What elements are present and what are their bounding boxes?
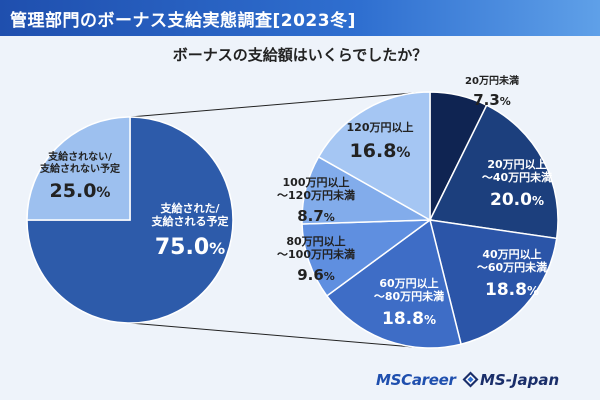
connector-line-top bbox=[129, 91, 420, 118]
pie-slice bbox=[26, 116, 131, 221]
connector-line-bottom bbox=[129, 322, 420, 349]
pie-slice-value: 16.8% bbox=[350, 140, 411, 162]
header-banner: 管理部門のボーナス支給実態調査[2023冬] bbox=[0, 0, 600, 36]
msjapan-logo: MS-Japan bbox=[480, 371, 560, 389]
pie-slice-label: 〜80万円未満 bbox=[374, 289, 444, 303]
pie-slice-value: 7.3% bbox=[473, 91, 511, 109]
pie-slice bbox=[26, 116, 234, 324]
mscareer-logo: MSCareer bbox=[376, 371, 456, 389]
pie-slice-value: 20.0% bbox=[490, 190, 544, 210]
pie-slice-label: 120万円以上 bbox=[347, 120, 414, 134]
pie-slice-label: 〜60万円未満 bbox=[477, 260, 547, 274]
pie-slice-label: 〜40万円未満 bbox=[482, 170, 552, 184]
pie-slice-value: 18.8% bbox=[382, 309, 436, 329]
footer-logos: MSCareer MS-Japan bbox=[376, 371, 596, 395]
pie-slice bbox=[428, 104, 559, 240]
pie-slice bbox=[301, 219, 433, 297]
pie-slice-label: 60万円以上 bbox=[379, 276, 438, 290]
pie-slice-label: 支給されない/ bbox=[47, 150, 112, 163]
pie-slice-label: 〜120万円未満 bbox=[277, 188, 355, 202]
diamond-logo-icon bbox=[462, 371, 479, 388]
page-title: 管理部門のボーナス支給実態調査[2023冬] bbox=[10, 11, 356, 31]
chart-question: ボーナスの支給額はいくらでしたか？ bbox=[172, 46, 428, 64]
pie-slice-value: 25.0% bbox=[50, 180, 111, 202]
pie-slice-label: 支給されない予定 bbox=[39, 162, 120, 175]
pie-slice-label: 80万円以上 bbox=[286, 234, 345, 248]
pie-slice-value: 18.8% bbox=[485, 280, 539, 300]
pie-slice-value: 75.0% bbox=[155, 235, 225, 260]
pie-slice-value: 8.7% bbox=[297, 207, 335, 225]
pie-slice-label: 〜100万円未満 bbox=[277, 247, 355, 261]
pie-slice-label: 20万円以上 bbox=[487, 157, 546, 171]
pie-slice bbox=[325, 218, 462, 349]
pie-slice-value: 9.6% bbox=[297, 266, 335, 284]
pie-slice bbox=[429, 219, 558, 346]
pie-slice bbox=[317, 91, 431, 222]
pie-slice-label: 支給された/ bbox=[159, 201, 220, 215]
pie-slice-label: 20万円未満 bbox=[465, 74, 519, 87]
pie-slice-label: 支給される予定 bbox=[151, 214, 229, 228]
pie-slice-label: 100万円以上 bbox=[283, 175, 350, 189]
pie-slice-label: 40万円以上 bbox=[482, 247, 541, 261]
